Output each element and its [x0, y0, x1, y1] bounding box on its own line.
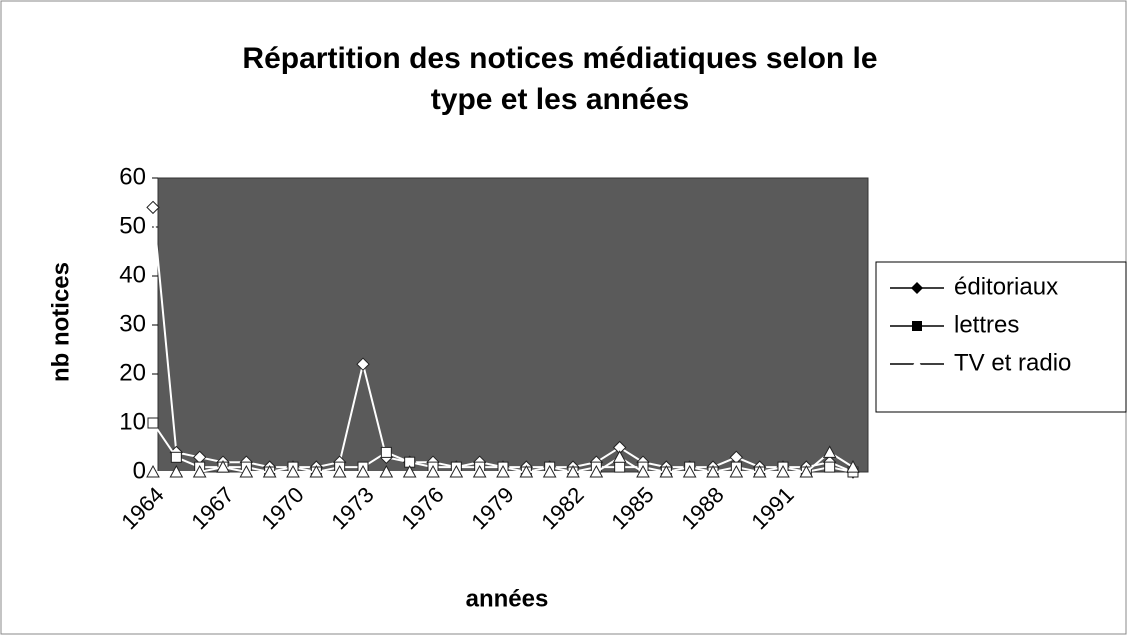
chart-title: Répartition des notices médiatiques selo… — [242, 42, 877, 75]
data-point — [776, 464, 790, 478]
data-point — [519, 464, 534, 478]
data-point — [170, 451, 182, 463]
data-point — [682, 464, 697, 478]
data-point — [356, 357, 370, 371]
data-point — [262, 464, 277, 478]
data-point — [449, 464, 464, 478]
data-point — [379, 464, 394, 478]
data-point — [286, 464, 300, 478]
data-point — [752, 464, 767, 478]
plot-area — [157, 177, 869, 473]
data-point — [146, 200, 160, 215]
y-tick-label: 50 — [119, 212, 146, 239]
data-point — [799, 464, 814, 478]
data-point — [636, 464, 650, 478]
data-point — [659, 464, 674, 478]
data-point — [472, 464, 487, 478]
data-point — [846, 460, 860, 473]
data-point — [729, 464, 744, 478]
data-point — [356, 464, 370, 478]
x-axis-label: années — [466, 585, 549, 612]
data-point — [706, 464, 720, 478]
chart-subtitle: type et les années — [431, 83, 689, 116]
data-point — [216, 460, 230, 473]
data-point — [332, 464, 347, 478]
legend-label: lettres — [954, 311, 1019, 338]
data-point — [822, 445, 837, 458]
legend-label: éditoriaux — [954, 273, 1058, 300]
data-point — [426, 464, 440, 478]
data-point — [146, 464, 160, 478]
data-point — [309, 464, 324, 478]
legend-marker — [911, 358, 923, 369]
data-point — [192, 464, 207, 478]
data-point — [402, 464, 417, 478]
data-point — [380, 446, 392, 458]
y-tick-label: 10 — [119, 408, 146, 435]
data-point — [169, 464, 184, 478]
data-point — [824, 461, 836, 473]
legend-marker — [912, 321, 922, 331]
y-axis-label: nb notices — [47, 262, 74, 382]
y-tick-label: 0 — [133, 457, 146, 484]
y-tick-label: 30 — [119, 310, 146, 337]
data-point — [566, 464, 580, 478]
data-point — [147, 417, 159, 429]
data-point — [496, 464, 510, 478]
data-point — [542, 464, 557, 478]
legend-marker — [911, 282, 923, 294]
y-tick-label: 60 — [119, 163, 146, 190]
legend-label: TV et radio — [954, 349, 1071, 376]
data-point — [612, 450, 627, 463]
data-point — [614, 461, 626, 473]
y-tick-label: 40 — [119, 261, 146, 288]
data-point — [589, 464, 604, 478]
y-tick-label: 20 — [119, 359, 146, 386]
data-point — [239, 464, 254, 478]
